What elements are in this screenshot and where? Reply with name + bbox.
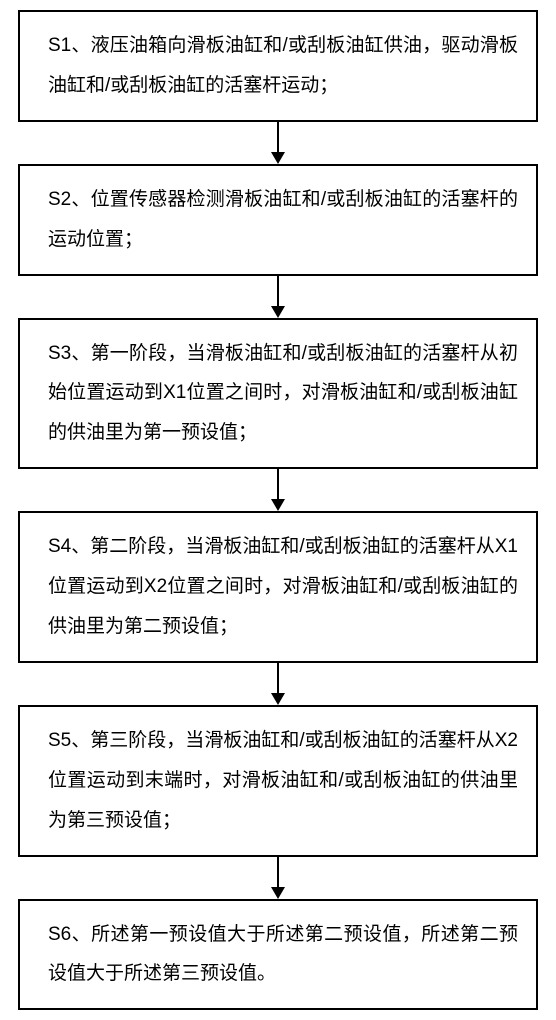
flow-node-text: S6、所述第一预设值大于所述第二预设值，所述第二预设值大于所述第三预设值。 <box>48 924 518 985</box>
arrow-line <box>277 857 279 887</box>
arrow-head-icon <box>271 306 285 318</box>
flow-arrow <box>271 469 285 511</box>
flow-node-text: S4、第二阶段，当滑板油缸和/或刮板油缸的活塞杆从X1位置运动到X2位置之间时，… <box>48 536 518 637</box>
arrow-head-icon <box>271 887 285 899</box>
flow-node-text: S1、液压油箱向滑板油缸和/或刮板油缸供油，驱动滑板油缸和/或刮板油缸的活塞杆运… <box>48 35 518 96</box>
flow-node-text: S2、位置传感器检测滑板油缸和/或刮板油缸的活塞杆的运动位置； <box>48 189 518 250</box>
flow-arrow <box>271 122 285 164</box>
flow-arrow <box>271 276 285 318</box>
arrow-line <box>277 276 279 306</box>
arrow-line <box>277 122 279 152</box>
flow-node-s6: S6、所述第一预设值大于所述第二预设值，所述第二预设值大于所述第三预设值。 <box>18 899 538 1011</box>
flow-node-s4: S4、第二阶段，当滑板油缸和/或刮板油缸的活塞杆从X1位置运动到X2位置之间时，… <box>18 511 538 663</box>
flow-arrow <box>271 857 285 899</box>
flow-node-s2: S2、位置传感器检测滑板油缸和/或刮板油缸的活塞杆的运动位置； <box>18 164 538 276</box>
flowchart-container: S1、液压油箱向滑板油缸和/或刮板油缸供油，驱动滑板油缸和/或刮板油缸的活塞杆运… <box>10 10 546 1010</box>
flow-node-text: S3、第一阶段，当滑板油缸和/或刮板油缸的活塞杆从初始位置运动到X1位置之间时，… <box>48 343 518 444</box>
flow-node-s5: S5、第三阶段，当滑板油缸和/或刮板油缸的活塞杆从X2位置运动到末端时，对滑板油… <box>18 705 538 857</box>
flow-arrow <box>271 663 285 705</box>
flow-node-s1: S1、液压油箱向滑板油缸和/或刮板油缸供油，驱动滑板油缸和/或刮板油缸的活塞杆运… <box>18 10 538 122</box>
arrow-head-icon <box>271 693 285 705</box>
arrow-line <box>277 469 279 499</box>
arrow-line <box>277 663 279 693</box>
arrow-head-icon <box>271 499 285 511</box>
flow-node-text: S5、第三阶段，当滑板油缸和/或刮板油缸的活塞杆从X2位置运动到末端时，对滑板油… <box>48 730 518 831</box>
flow-node-s3: S3、第一阶段，当滑板油缸和/或刮板油缸的活塞杆从初始位置运动到X1位置之间时，… <box>18 318 538 470</box>
arrow-head-icon <box>271 152 285 164</box>
